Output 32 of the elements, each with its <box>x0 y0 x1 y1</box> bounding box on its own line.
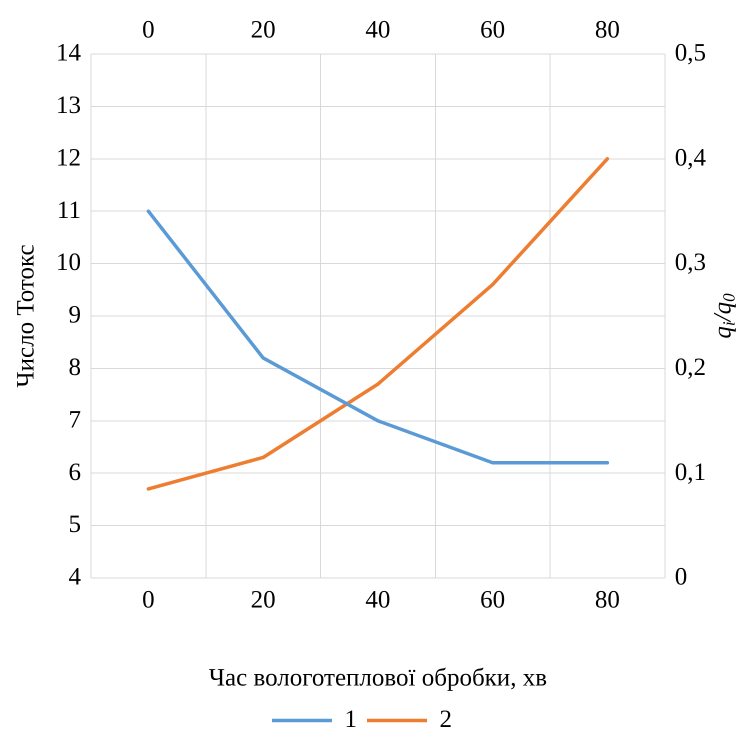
x-tick-label: 80 <box>594 586 620 614</box>
y-tick-label: 4 <box>68 564 82 591</box>
x-tick-label: 40 <box>365 586 390 614</box>
y-tick-label: 7 <box>68 406 81 434</box>
y-tick-label: 13 <box>56 92 81 119</box>
category-label: 60 <box>480 16 506 44</box>
y-tick-label: 8 <box>68 354 81 381</box>
y-tick-label: 11 <box>56 196 81 224</box>
y-tick-label: 14 <box>56 40 82 67</box>
y2-tick-label: 0,4 <box>674 144 706 172</box>
x-tick-label: 0 <box>142 586 155 614</box>
y2-axis-title: qi/q0 <box>710 292 738 339</box>
y2-tick-label: 0,5 <box>674 40 706 67</box>
legend-label: 1 <box>344 706 357 734</box>
category-label: 40 <box>365 16 390 44</box>
x-axis-title: Час вологотеплової обробки, хв <box>208 664 547 692</box>
y-axis-title: Число Тотокс <box>12 244 40 388</box>
y2-tick-label: 0,3 <box>674 249 706 276</box>
x-tick-label: 20 <box>250 586 276 614</box>
y2-tick-label: 0 <box>674 564 688 591</box>
category-label: 20 <box>250 16 276 44</box>
legend-label: 2 <box>440 706 452 734</box>
y-tick-label: 5 <box>68 511 81 538</box>
y2-tick-label: 0,1 <box>674 458 706 486</box>
y2-tick-label: 0,2 <box>674 354 706 381</box>
category-label: 80 <box>594 16 620 44</box>
y-tick-label: 12 <box>56 144 81 172</box>
category-label: 0 <box>142 16 155 44</box>
x-tick-label: 60 <box>480 586 506 614</box>
y-tick-label: 6 <box>68 458 81 486</box>
y-tick-label: 10 <box>56 249 81 276</box>
y-tick-label: 9 <box>68 302 81 329</box>
